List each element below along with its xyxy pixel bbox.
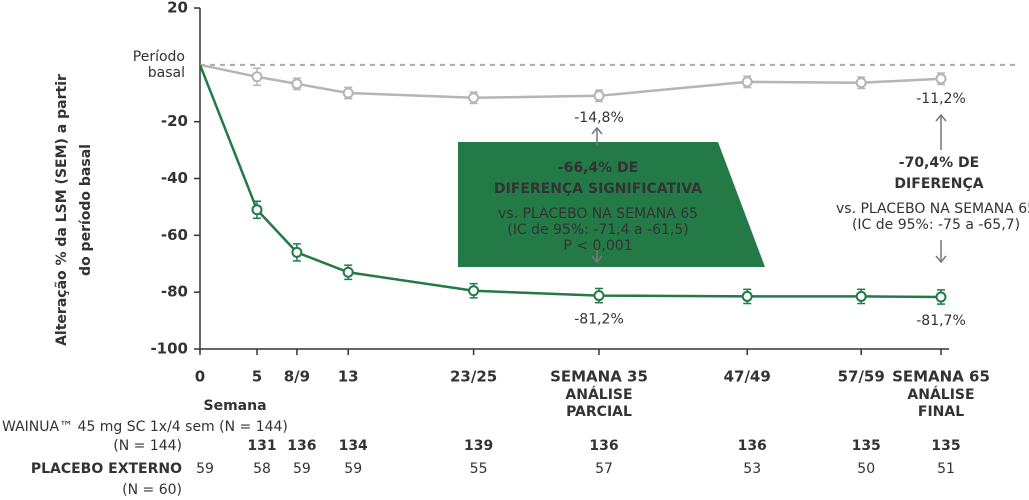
annotation-detail: vs. PLACEBO NA SEMANA 65 [498,206,698,222]
at-risk-value: 136 [738,438,767,454]
point [741,290,753,302]
at-risk-value: 135 [852,438,881,454]
x-tick-label: 23/25 [450,368,497,386]
at-risk-value: 59 [196,461,214,477]
x-tick-sublabel: ANÁLISE [907,386,974,403]
row-label: PLACEBO EXTERNO [31,461,182,477]
at-risk-value: 57 [595,461,613,477]
point [251,204,263,216]
annotation-detail: vs. PLACEBO NA SEMANA 65 [836,201,1029,217]
x-tick-label: 8/9 [284,368,310,386]
point [468,92,480,104]
x-tick-label: SEMANA 35 [550,368,648,386]
point [291,78,303,90]
y-tick-label: -100 [150,340,188,358]
x-tick-label: 47/49 [724,368,771,386]
baseline-label: basal [148,65,185,81]
series-line [199,63,942,100]
at-risk-value: 59 [293,461,311,477]
annotation-detail: (IC de 95%: -71,4 a -61,5) [507,222,688,238]
annotation-title: -70,4% DE [899,155,979,171]
at-risk-value: 136 [287,438,316,454]
point [935,73,947,85]
point-label: -11,2% [916,91,966,107]
point [855,290,867,302]
y-axis-title: do período basal [78,144,94,276]
at-risk-value: 135 [931,438,960,454]
difference-box [458,142,765,267]
x-tick-label: 5 [252,368,262,386]
row-n-label: (N = 60) [122,482,182,498]
at-risk-value: 55 [470,461,488,477]
annotation-title: DIFERENÇA [894,176,983,192]
x-tick-label: 0 [195,368,205,386]
x-tick-sublabel: FINAL [918,404,964,420]
at-risk-value: 131 [247,438,276,454]
x-tick-sublabel: PARCIAL [566,404,632,420]
arrows [591,113,947,264]
point [291,246,303,258]
x-tick-label: SEMANA 65 [892,368,990,386]
y-tick-label: -40 [161,169,188,187]
annotation-title: -66,4% DE [558,160,638,176]
row-label: WAINUA™ 45 mg SC 1x/4 sem (N = 144) [2,419,288,435]
y-axis-title: Alteração % da LSM (SEM) a partir [54,74,70,346]
at-risk-value: 53 [743,461,761,477]
y-tick-label: -20 [161,112,188,130]
point [935,291,947,303]
annotation-title: DIFERENÇA SIGNIFICATIVA [494,181,702,197]
point-label: -81,2% [574,312,624,328]
at-risk-value: 58 [253,461,271,477]
at-risk-value: 59 [344,461,362,477]
y-tick-label: -80 [161,283,188,301]
point [741,76,753,88]
baseline-label: Período [133,49,185,65]
x-tick-label: 13 [338,368,359,386]
x-tick-label: 57/59 [838,368,885,386]
at-risk-value: 51 [937,461,955,477]
point-label: -14,8% [574,110,624,126]
point-label: -81,7% [916,313,966,329]
y-tick-label: 20 [167,0,188,17]
x-tick-sublabel: ANÁLISE [565,386,632,403]
point [855,77,867,89]
at-risk-value: 136 [589,438,618,454]
at-risk-value: 134 [339,438,368,454]
x-axis-title: Semana [203,398,266,414]
point [342,87,354,99]
point [468,285,480,297]
at-risk-value: 139 [464,438,493,454]
at-risk-value: 50 [857,461,875,477]
y-tick-label: -60 [161,226,188,244]
annotation-detail: P < 0,001 [563,238,632,254]
point [593,290,605,302]
row-n-label: (N = 144) [113,438,182,454]
point [593,90,605,102]
point [251,71,263,83]
point [342,266,354,278]
annotation-detail: (IC de 95%: -75 a -65,7) [852,217,1020,233]
